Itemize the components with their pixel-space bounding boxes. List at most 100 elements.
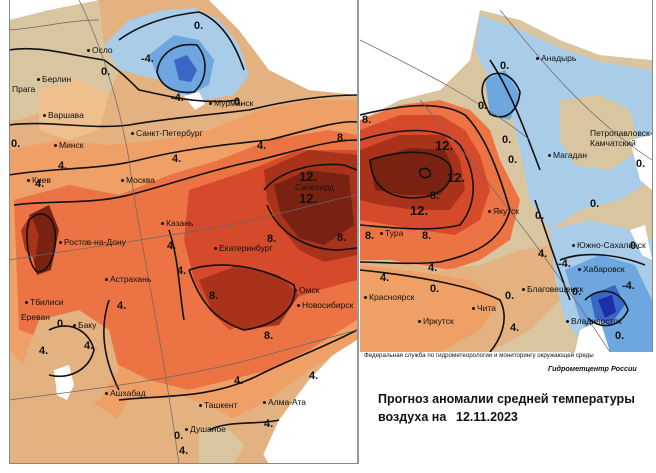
isoline-label: 4. — [117, 300, 127, 312]
agency-credit: Федеральная служба по гидрометеорологии … — [364, 352, 594, 359]
isoline-label: 8. — [422, 230, 432, 242]
city-label: Санкт-Петербург — [131, 128, 203, 138]
isoline-label: 0. — [11, 138, 21, 150]
isoline-label: 8. — [264, 330, 274, 342]
city-label: Красноярск — [364, 292, 414, 302]
isoline-label: 4. — [257, 140, 267, 152]
city-label: Душанбе — [185, 424, 226, 434]
city-label: Казань — [161, 218, 193, 228]
isoline-label: 0. — [430, 283, 440, 295]
isoline-label: 4. — [179, 445, 189, 457]
isoline-label: 8. — [430, 190, 440, 202]
isoline-label: 8. — [267, 233, 277, 245]
isoline-label: 8. — [337, 232, 347, 244]
left-map-panel: Осло Берлин Прага Варшава Мурманск Санкт… — [9, 0, 357, 464]
isoline-label: 4. — [234, 375, 244, 387]
city-label: Хабаровск — [578, 264, 625, 274]
city-label: Москва — [121, 175, 155, 185]
isoline-label: 0. — [505, 290, 515, 302]
isoline-label: 8. — [362, 114, 372, 126]
city-label: Петропавловск-Камчатский — [590, 128, 652, 148]
isoline-label: 0. — [194, 20, 204, 32]
forecast-date: 12.11.2023 — [456, 410, 518, 424]
isoline-label: 4. — [39, 345, 49, 357]
city-label: Алма-Ата — [263, 397, 306, 407]
city-label: Астрахань — [105, 274, 151, 284]
isoline-label: 8. — [337, 132, 347, 144]
center-credit: Гидрометцентр России — [548, 364, 637, 373]
city-label: Омск — [294, 285, 319, 295]
city-label: Екатеринбург — [214, 243, 272, 253]
isoline-label: 12. — [410, 203, 429, 218]
isoline-label: 4. — [264, 418, 274, 430]
city-label: Прага — [12, 84, 36, 94]
city-label: Якутск — [488, 206, 519, 216]
isoline-label: 0. — [572, 286, 582, 298]
isoline-label: 4. — [510, 322, 520, 334]
right-map-panel: Анадырь Петропавловск-Камчатский Магадан… — [360, 0, 652, 352]
isoline-label: 12. — [447, 170, 466, 185]
isoline-label: 4. — [380, 272, 390, 284]
isoline-label: 0. — [174, 430, 184, 442]
map-title-line1: Прогноз аномалии средней температуры — [378, 392, 635, 406]
city-label: Минск — [54, 140, 84, 150]
isoline-label: 4. — [84, 340, 94, 352]
left-frame-edge — [9, 0, 10, 464]
isoline-label: 4. — [428, 262, 438, 274]
city-label: Баку — [73, 320, 96, 330]
city-label: Осло — [87, 45, 113, 55]
isoline-label: 0. — [535, 210, 545, 222]
city-label: Благовещенск — [522, 284, 583, 294]
panel-divider — [357, 0, 359, 464]
city-label: Ростов-на-Дону — [59, 237, 126, 247]
isoline-label: 0. — [615, 330, 625, 342]
isoline-label: 8. — [365, 230, 375, 242]
city-label: Южно-Сахалинск — [572, 240, 646, 250]
city-label: Тбилиси — [25, 297, 64, 307]
isoline-label: 0. — [590, 198, 600, 210]
isoline-label: 0. — [502, 134, 512, 146]
isoline-label: 0. — [630, 240, 640, 252]
city-label: Ташкент — [199, 400, 238, 410]
city-label: Иркутск — [418, 316, 454, 326]
isoline-label: 0. — [101, 66, 111, 78]
isoline-label: -4. — [171, 92, 184, 104]
isoline-label: 4. — [177, 265, 187, 277]
isoline-label: 0. — [478, 100, 488, 112]
city-label: Новосибирск — [297, 300, 353, 310]
city-label: Владивосток — [566, 316, 622, 326]
city-label: Киев — [27, 175, 51, 185]
isoline-label: 4. — [58, 160, 68, 172]
isoline-label: 4. — [167, 240, 177, 252]
isoline-label: 0. — [636, 158, 646, 170]
isoline-label: 12. — [299, 169, 318, 184]
isoline-label: 0. — [234, 96, 244, 108]
city-label: Варшава — [43, 110, 84, 120]
isoline-label: 0. — [508, 154, 518, 166]
isoline-label: 12. — [435, 138, 454, 153]
city-label: Магадан — [548, 150, 587, 160]
isoline-label: 8. — [209, 290, 219, 302]
isoline-label: 4. — [35, 178, 45, 190]
city-label: Мурманск — [209, 98, 253, 108]
isoline-label: 4. — [309, 370, 319, 382]
isoline-label: 0. — [57, 318, 67, 330]
city-label: Ереван — [21, 312, 50, 322]
isoline-label: 12. — [299, 191, 318, 206]
left-map-fill — [9, 0, 357, 464]
right-frame-edge — [652, 0, 653, 352]
isoline-label: 0. — [500, 60, 510, 72]
city-label: Тура — [380, 228, 403, 238]
city-label: Ашхабад — [105, 388, 146, 398]
isoline-label: 4. — [172, 153, 182, 165]
isoline-label: -4. — [141, 53, 154, 65]
city-label: Берлин — [37, 74, 71, 84]
city-label: Салехард — [295, 182, 334, 192]
isoline-label: -4. — [622, 280, 635, 292]
map-title-line2-prefix: воздуха на — [378, 410, 447, 424]
bottom-frame-edge — [9, 463, 358, 464]
city-label: Анадырь — [536, 53, 576, 63]
isoline-label: -4. — [558, 258, 571, 270]
isoline-label: 4. — [538, 248, 548, 260]
